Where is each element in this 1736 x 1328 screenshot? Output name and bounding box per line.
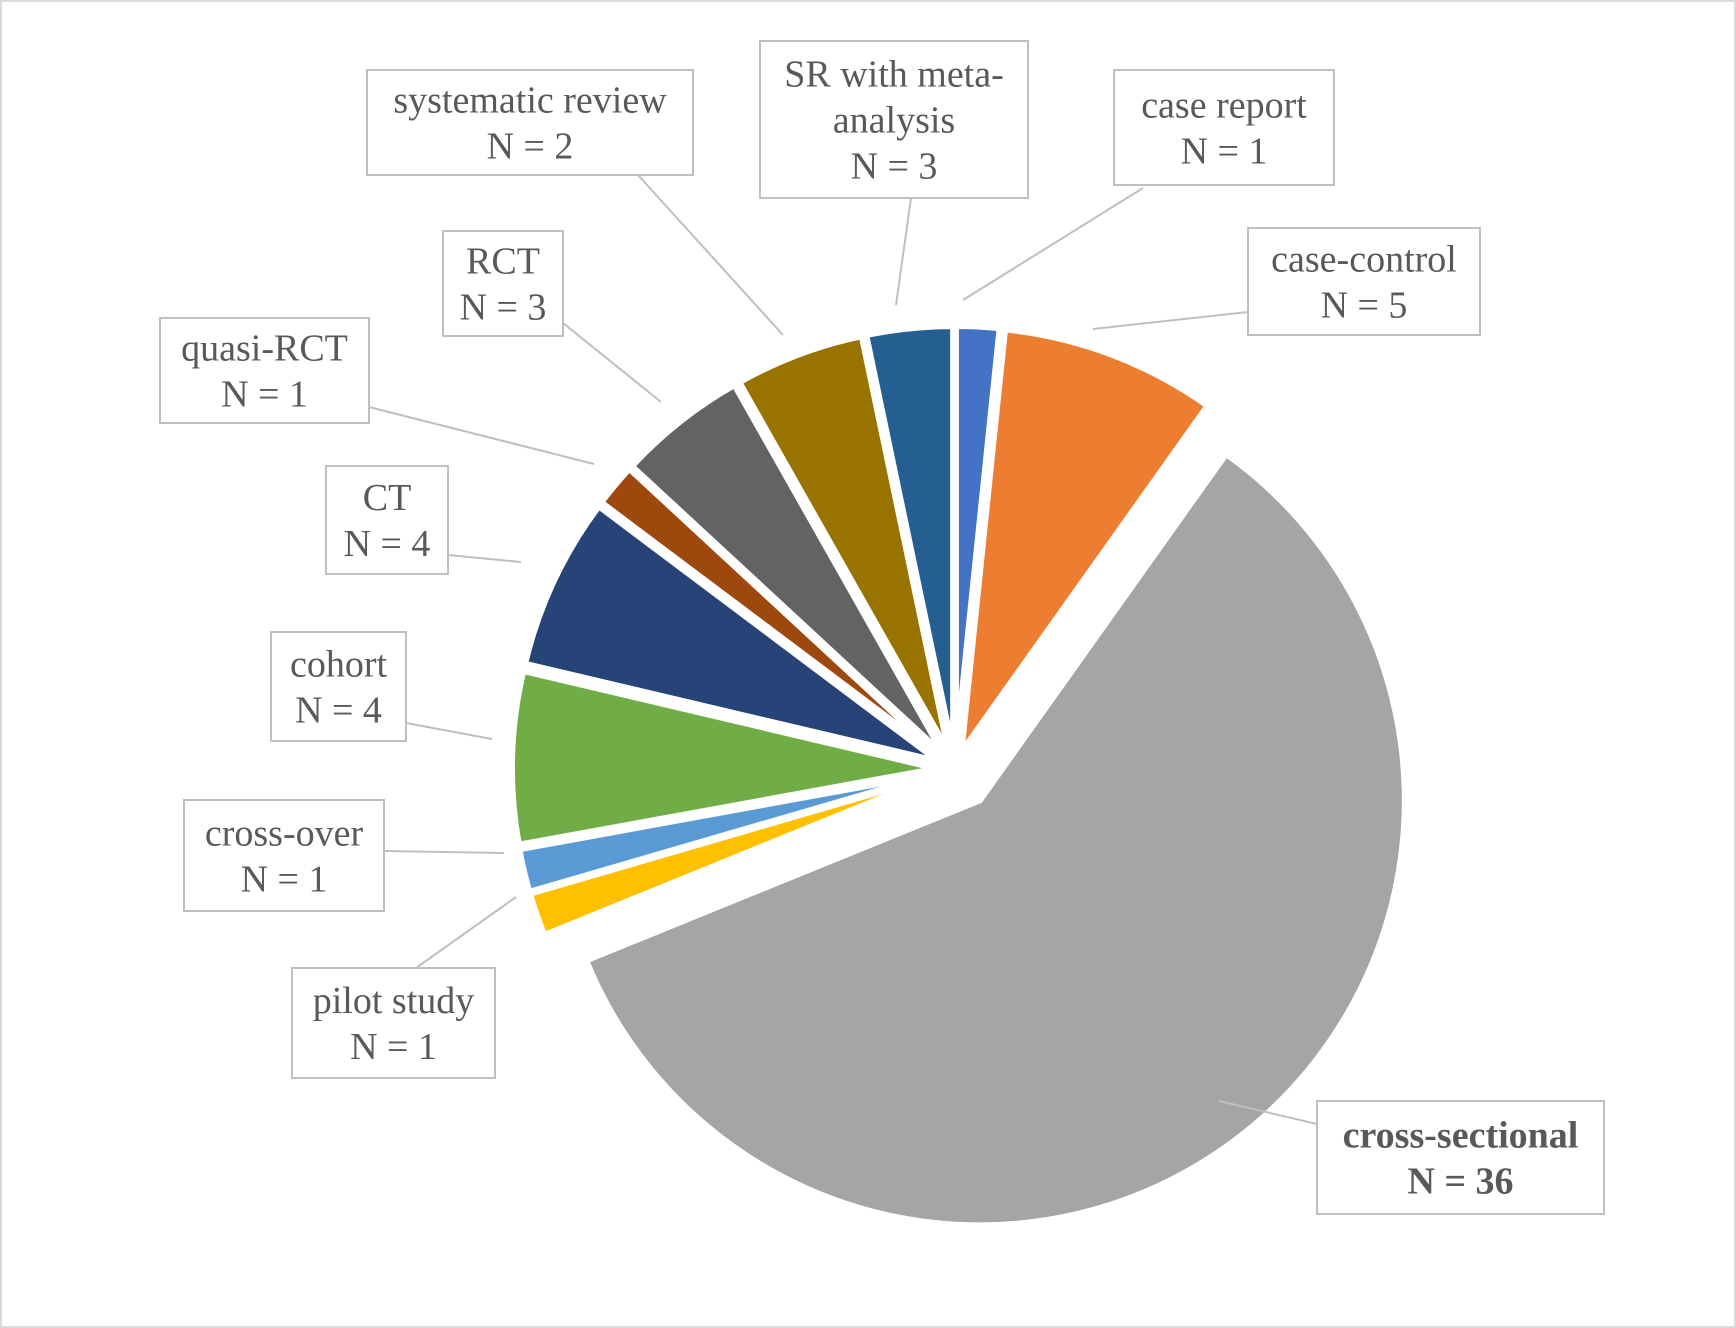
leader-line-rct	[562, 322, 662, 403]
label-box	[325, 465, 449, 575]
label-box	[270, 631, 407, 742]
leader-line-case-report	[962, 187, 1144, 301]
slice-value: N = 1	[1181, 131, 1268, 173]
slice-label: systematic review	[393, 80, 667, 122]
slice-value: N = 4	[344, 523, 431, 565]
leader-line-sr-with-meta-analysis	[895, 197, 912, 306]
pie-slice-case-control	[957, 326, 1212, 764]
label-box	[759, 40, 1029, 199]
leader-line-cohort	[405, 722, 493, 740]
leader-line-quasi-rct	[368, 406, 595, 465]
slice-value: N = 3	[460, 287, 547, 329]
slice-label: case-control	[1271, 239, 1457, 281]
slice-value: N = 1	[221, 374, 308, 416]
slice-value: N = 1	[350, 1026, 437, 1068]
label-box	[159, 317, 370, 424]
slice-label: cross-over	[205, 813, 364, 855]
data-label-ct: CTN = 4	[325, 465, 449, 575]
slice-label: cohort	[290, 644, 388, 686]
slice-label: RCT	[466, 241, 540, 283]
slice-value: N = 1	[241, 859, 328, 901]
pie-slice-quasi-rct	[597, 464, 944, 760]
slice-label: cross-sectional	[1343, 1115, 1579, 1157]
pie-slice-cohort	[509, 667, 938, 849]
pie-slice-systematic-review	[735, 332, 952, 754]
label-box	[1316, 1100, 1605, 1215]
label-box	[366, 69, 694, 176]
slice-value: N = 4	[295, 690, 382, 732]
slice-label: analysis	[833, 100, 955, 142]
leader-line-cross-sectional	[1218, 1100, 1318, 1125]
pie-slice-cross-over	[515, 770, 939, 896]
leader-line-case-control	[1092, 311, 1249, 330]
slice-label: quasi-RCT	[181, 328, 348, 370]
slice-value: N = 3	[851, 146, 938, 188]
slice-label: SR with meta-	[784, 54, 1004, 96]
slice-value: N = 2	[487, 126, 574, 168]
slice-label: case report	[1141, 85, 1307, 127]
label-box	[442, 230, 564, 337]
leader-line-cross-over	[383, 850, 505, 854]
pie-slice-ct	[521, 502, 941, 765]
leader-line-ct	[447, 554, 522, 563]
pie-slice-rct	[627, 380, 947, 758]
slice-value: N = 5	[1321, 285, 1408, 327]
label-box	[291, 967, 496, 1079]
slice-label: pilot study	[313, 980, 475, 1022]
label-box	[183, 799, 385, 912]
slice-value: N = 36	[1407, 1161, 1513, 1203]
pie-slice-sr-with-meta-analysis	[862, 323, 957, 752]
label-box	[1113, 69, 1335, 186]
slice-label: CT	[363, 477, 412, 519]
label-box	[1247, 227, 1481, 336]
pie-slice-cross-sectional	[582, 449, 1408, 1229]
leader-line-pilot-study	[415, 896, 517, 969]
leader-line-systematic-review	[637, 174, 784, 336]
